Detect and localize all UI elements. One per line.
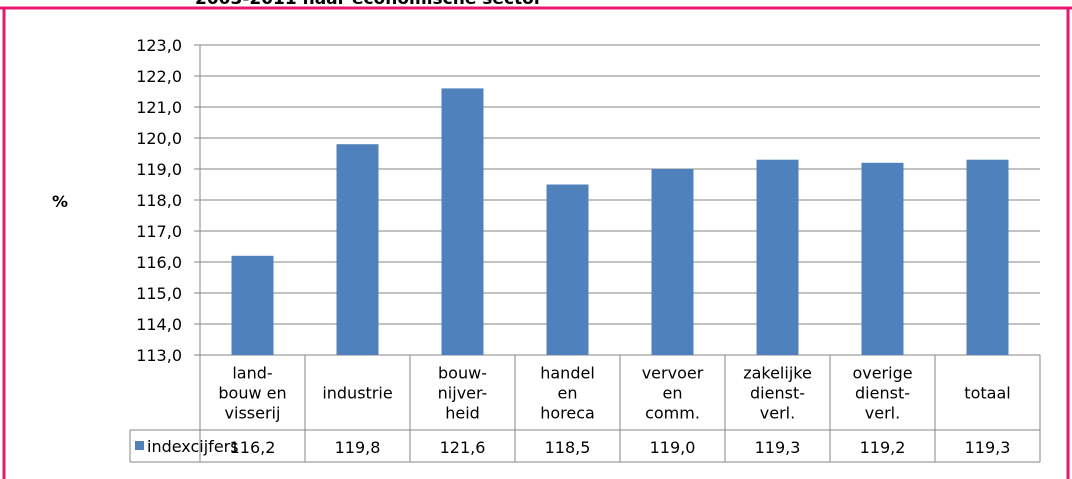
bar <box>336 144 379 355</box>
x-tick-label: land-bouw en visserij <box>218 364 286 423</box>
x-tick-label: overige dienst-verl. <box>852 364 912 423</box>
bar <box>441 88 484 356</box>
x-tick-label: bouw-nijver-heid <box>438 364 488 423</box>
bar <box>861 162 904 355</box>
y-tick-label: 123,0 <box>136 36 182 55</box>
x-tick-label: totaal <box>964 384 1010 403</box>
bar <box>231 255 274 355</box>
y-tick-label: 121,0 <box>136 98 182 117</box>
data-table-value: 116,2 <box>230 438 276 457</box>
legend-label: indexcijfers <box>147 437 239 456</box>
x-tick-label: handel en horeca <box>540 364 595 423</box>
data-table-value: 118,5 <box>545 438 591 457</box>
y-tick-label: 116,0 <box>136 253 182 272</box>
x-tick-label: zakelijke dienst-verl. <box>743 364 812 423</box>
y-tick-label: 118,0 <box>136 191 182 210</box>
y-tick-label: 114,0 <box>136 315 182 334</box>
y-tick-label: 113,0 <box>136 346 182 365</box>
y-tick-label: 117,0 <box>136 222 182 241</box>
data-table-value: 119,3 <box>965 438 1011 457</box>
y-tick-label: 119,0 <box>136 160 182 179</box>
bar <box>651 169 694 355</box>
bar <box>756 159 799 355</box>
x-tick-label: industrie <box>322 384 392 403</box>
data-table-value: 119,2 <box>860 438 906 457</box>
data-table-value: 119,3 <box>755 438 801 457</box>
chart-title: 2003-2011 naar economische sector <box>195 0 543 9</box>
y-tick-label: 122,0 <box>136 67 182 86</box>
data-table-value: 119,8 <box>335 438 381 457</box>
bar <box>966 159 1009 355</box>
y-axis-label: % <box>52 192 68 211</box>
x-tick-label: vervoer en comm. <box>642 364 704 423</box>
data-table-value: 121,6 <box>440 438 486 457</box>
y-tick-label: 115,0 <box>136 284 182 303</box>
y-tick-label: 120,0 <box>136 129 182 148</box>
legend-swatch <box>135 441 144 450</box>
data-table-value: 119,0 <box>650 438 696 457</box>
bar <box>546 184 589 355</box>
